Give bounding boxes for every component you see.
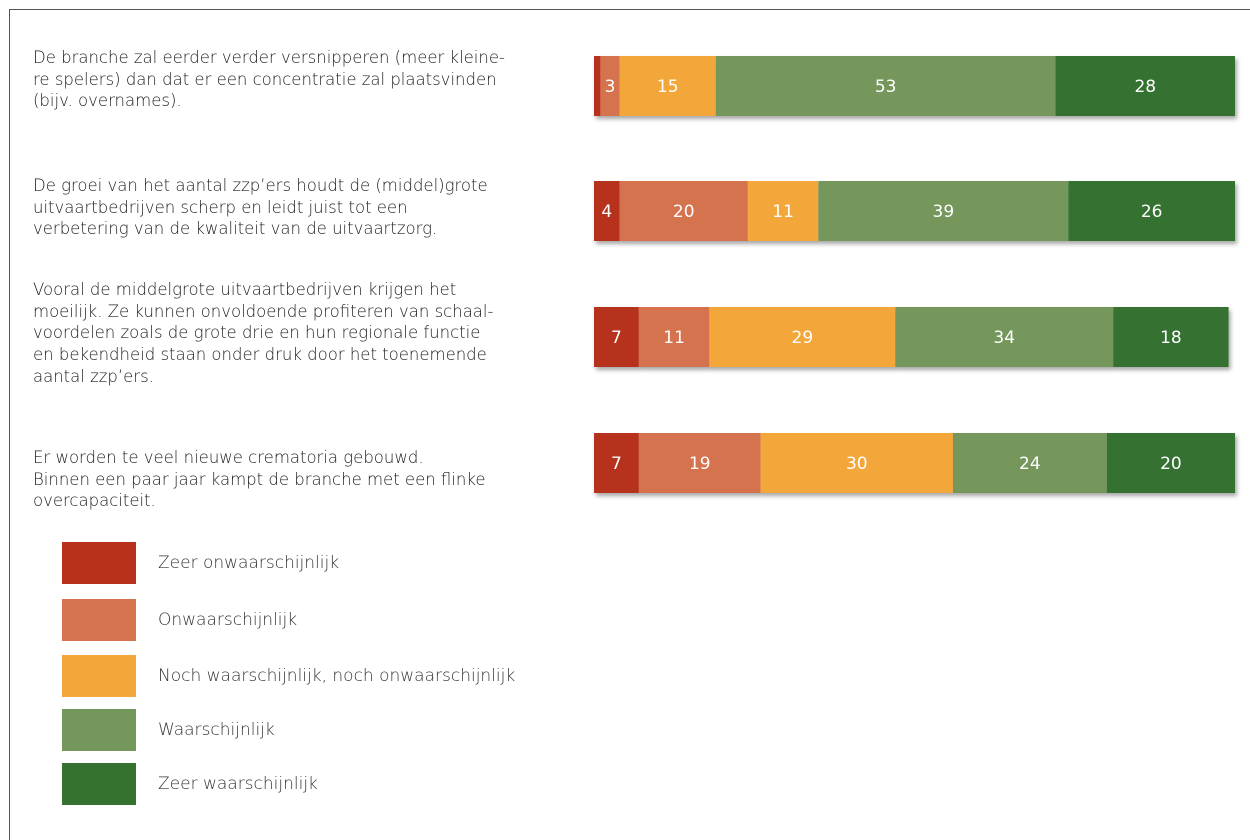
legend-swatch (62, 763, 136, 805)
legend-swatch (62, 709, 136, 751)
data-label: 18 (1160, 328, 1182, 348)
bar-segment (715, 56, 1056, 116)
statement: Er worden te veel nieuwe crematoria gebo… (33, 448, 486, 511)
bar-group (594, 56, 1235, 116)
bar-segment (1106, 433, 1235, 493)
data-label: 3 (605, 77, 616, 97)
statement: Vooral de middelgrote uitvaartbedrijven … (33, 280, 494, 386)
bar-segment (594, 56, 601, 116)
frame (9, 9, 1250, 840)
legend-swatch (62, 542, 136, 584)
bar-segment (747, 181, 819, 241)
legend-swatch (62, 599, 136, 641)
bar-segment (895, 307, 1114, 367)
data-label: 7 (611, 328, 622, 348)
statement: De groei van het aantal zzp’ers houdt de… (33, 176, 488, 239)
bar-segment (638, 433, 761, 493)
data-label: 34 (993, 328, 1015, 348)
bar-segment (1113, 307, 1229, 367)
bar-segment (638, 307, 710, 367)
data-label: 20 (673, 202, 695, 222)
data-label: 15 (657, 77, 679, 97)
legend-label: Waarschijnlijk (158, 720, 275, 740)
bar-group (594, 181, 1235, 241)
data-label: 11 (663, 328, 685, 348)
bar-segment (594, 181, 620, 241)
legend-label: Noch waarschijnlijk, noch onwaarschijnli… (158, 666, 515, 686)
data-label: 24 (1019, 454, 1041, 474)
bar-segment (600, 56, 620, 116)
data-label: 4 (601, 202, 612, 222)
statement: De branche zal eerder verder versnippere… (33, 48, 505, 111)
data-label: 39 (933, 202, 955, 222)
bar-segment (818, 181, 1069, 241)
data-label: 30 (846, 454, 868, 474)
data-label: 11 (772, 202, 794, 222)
bar-segment (760, 433, 953, 493)
bar-segment (1055, 56, 1235, 116)
data-label: 20 (1160, 454, 1182, 474)
legend-swatch (62, 655, 136, 697)
data-label: 28 (1134, 77, 1156, 97)
legend-label: Onwaarschijnlijk (158, 610, 297, 630)
bar-segment (594, 433, 639, 493)
data-label: 29 (792, 328, 814, 348)
data-label: 19 (689, 454, 711, 474)
legend-label: Zeer onwaarschijnlijk (158, 553, 339, 573)
data-label: 26 (1141, 202, 1163, 222)
bar-segment (619, 56, 716, 116)
bar-segment (952, 433, 1107, 493)
bar-segment (594, 307, 639, 367)
data-label: 7 (611, 454, 622, 474)
bar-group (594, 307, 1229, 367)
bar-group (594, 433, 1235, 493)
legend-label: Zeer waarschijnlijk (158, 774, 318, 794)
bar-segment (709, 307, 896, 367)
bar-segment (619, 181, 748, 241)
data-label: 53 (875, 77, 897, 97)
bar-segment (1068, 181, 1235, 241)
